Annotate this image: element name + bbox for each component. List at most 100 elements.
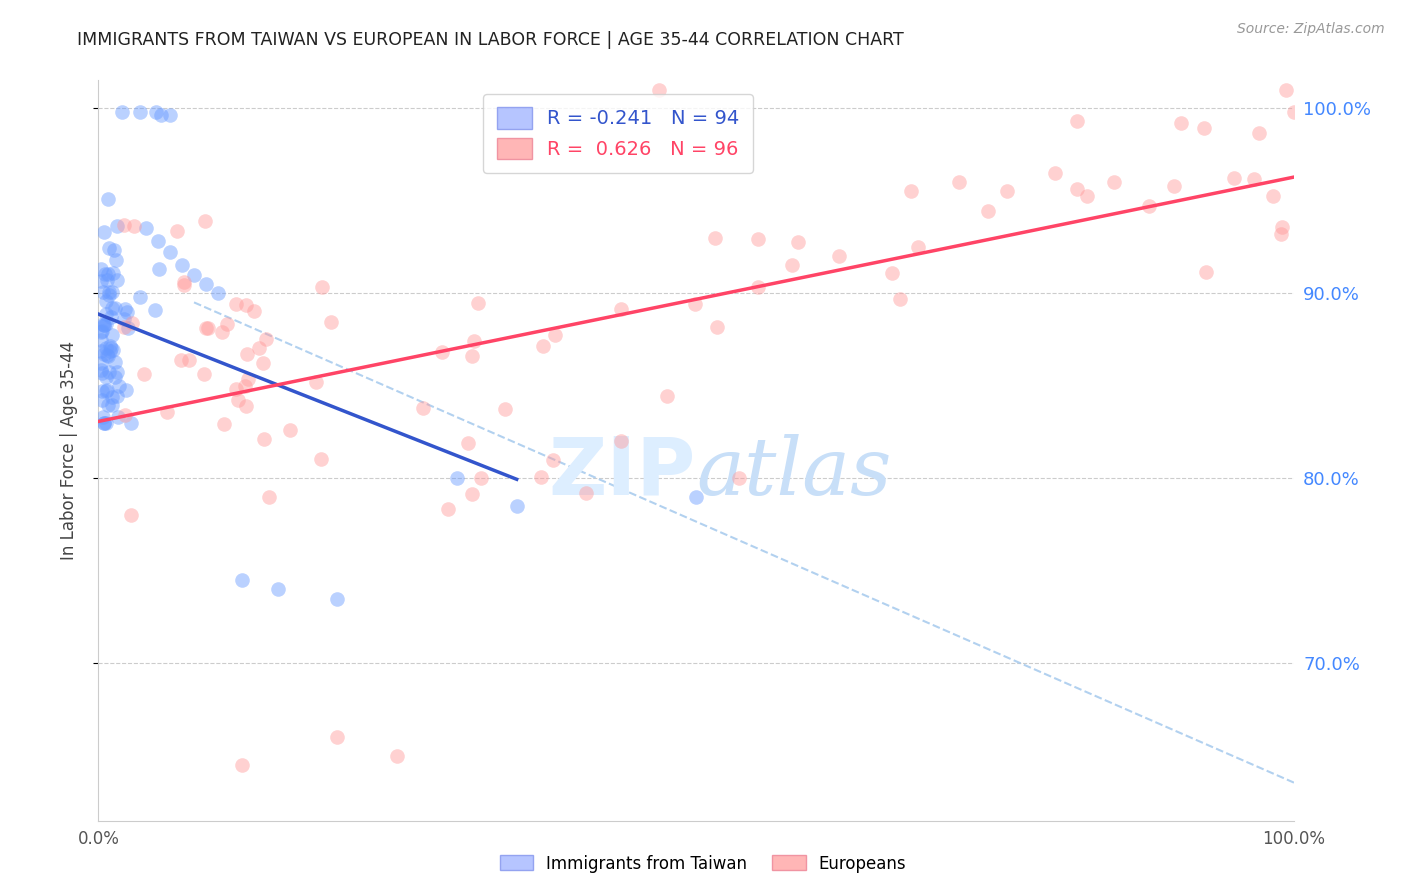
Point [129,104,152,119]
Point [101,266,124,280]
Point [747,232,769,246]
Point [173,277,195,292]
Point [1275,82,1298,96]
Point [120,416,142,430]
Point [101,328,124,343]
Point [235,347,257,361]
Point [706,320,728,334]
Point [253,432,276,446]
Point [112,218,135,232]
Point [103,244,125,258]
Point [267,582,290,597]
Point [280,423,302,437]
Point [172,258,194,272]
Point [120,508,142,523]
Point [467,295,489,310]
Point [159,108,181,122]
Y-axis label: In Labor Force | Age 35-44: In Labor Force | Age 35-44 [59,341,77,560]
Point [470,471,492,485]
Point [309,452,332,467]
Point [96,383,118,397]
Point [121,317,143,331]
Point [1270,227,1292,242]
Point [233,379,256,393]
Point [457,435,479,450]
Legend: R = -0.241   N = 94, R =  0.626   N = 96: R = -0.241 N = 94, R = 0.626 N = 96 [484,94,754,173]
Point [96,273,118,287]
Point [1104,175,1126,189]
Point [225,297,247,311]
Text: atlas: atlas [696,434,891,511]
Point [114,408,136,422]
Point [575,485,598,500]
Point [93,346,115,360]
Point [114,383,136,397]
Point [107,410,129,425]
Point [90,274,112,288]
Point [135,221,157,235]
Point [703,230,725,244]
Point [122,219,145,233]
Point [252,356,274,370]
Point [437,502,460,516]
Point [100,310,122,325]
Point [995,185,1018,199]
Point [1137,199,1160,213]
Point [104,370,127,384]
Point [412,401,434,415]
Point [93,225,115,239]
Point [91,392,114,407]
Point [173,275,195,289]
Point [531,338,554,352]
Point [105,273,128,287]
Point [112,312,135,326]
Text: IMMIGRANTS FROM TAIWAN VS EUROPEAN IN LABOR FORCE | AGE 35-44 CORRELATION CHART: IMMIGRANTS FROM TAIWAN VS EUROPEAN IN LA… [77,31,904,49]
Point [159,245,181,260]
Point [97,288,120,302]
Point [96,348,118,362]
Point [97,365,120,379]
Point [98,285,121,299]
Point [104,253,127,268]
Point [96,307,118,321]
Point [1043,166,1066,180]
Point [880,266,903,280]
Point [90,334,112,348]
Point [96,293,118,308]
Point [1195,264,1218,278]
Point [211,326,233,340]
Point [93,318,115,332]
Point [305,375,328,389]
Point [148,262,170,277]
Point [91,285,114,299]
Point [321,315,343,329]
Point [90,325,112,339]
Point [326,731,349,745]
Point [90,356,112,370]
Point [231,573,253,587]
Point [90,261,112,276]
Point [193,368,215,382]
Point [787,235,810,250]
Point [463,334,485,348]
Point [610,301,633,316]
Point [506,499,529,513]
Point [1076,188,1098,202]
Point [104,355,127,369]
Point [97,192,120,206]
Point [247,341,270,355]
Point [1282,104,1305,119]
Point [683,297,706,311]
Point [108,378,131,392]
Point [648,82,671,96]
Point [149,108,172,122]
Point [90,362,112,376]
Point [1192,121,1215,136]
Point [105,365,128,379]
Point [326,591,349,606]
Point [1066,182,1088,196]
Point [105,219,128,233]
Point [243,304,266,318]
Point [828,249,851,263]
Point [1223,171,1246,186]
